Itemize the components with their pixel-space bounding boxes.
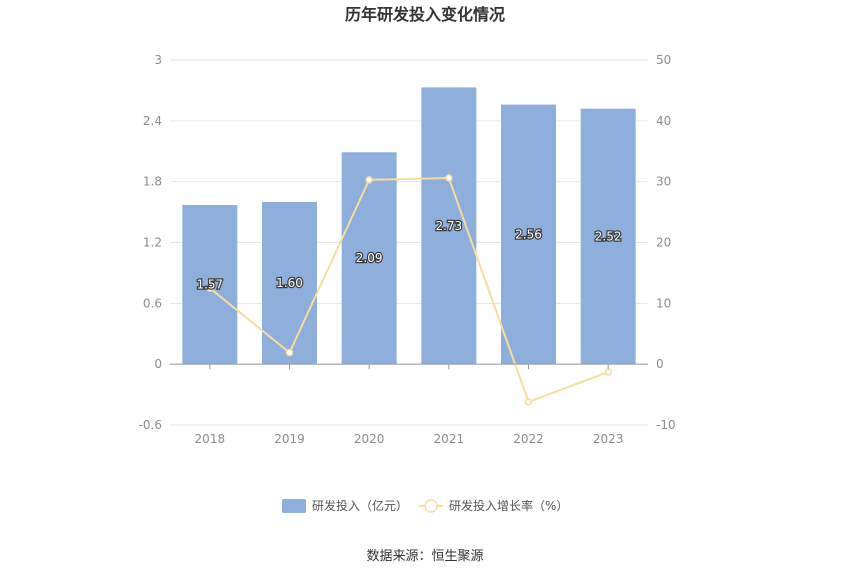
y-axis-right: -10 0 10 20 30 40 50 — [656, 53, 676, 432]
y-left-tick-label: 0 — [154, 357, 162, 371]
legend-line-marker — [424, 499, 438, 513]
y-left-tick-label: 2.4 — [143, 114, 162, 128]
bar-2021[interactable] — [421, 87, 477, 365]
y-right-tick-label: 50 — [656, 53, 671, 67]
x-tick-label: 2021 — [434, 432, 465, 446]
growth-point-2021[interactable] — [445, 174, 453, 182]
y-left-tick-label: 1.8 — [143, 175, 162, 189]
data-source: 数据来源：恒生聚源 — [366, 549, 483, 564]
y-left-tick-label: 0.6 — [143, 296, 162, 310]
bar-2023[interactable] — [580, 108, 636, 365]
bar-value-label: 2.56 — [515, 227, 542, 241]
legend[interactable]: 研发投入（亿元） 研发投入增长率（%） — [282, 498, 568, 513]
grid-lines — [170, 59, 648, 426]
line-series — [206, 174, 612, 406]
y-right-tick-label: -10 — [656, 418, 676, 432]
y-axis-left: -0.6 0 0.6 1.2 1.8 2.4 3 — [139, 53, 162, 432]
legend-bar-label[interactable]: 研发投入（亿元） — [312, 498, 408, 513]
bar-2022[interactable] — [501, 104, 556, 365]
growth-rate-line — [209, 177, 609, 404]
legend-bar-swatch[interactable] — [282, 499, 306, 513]
y-right-tick-label: 0 — [656, 357, 664, 371]
data-labels: 1.57 1.60 2.09 2.73 2.56 2.52 — [195, 218, 622, 293]
bar-value-label: 1.57 — [196, 278, 223, 292]
x-axis: 2018 2019 2020 2021 2022 2023 — [170, 363, 648, 446]
x-tick-label: 2023 — [593, 432, 624, 446]
y-left-tick-label: 3 — [154, 53, 162, 67]
y-right-tick-label: 10 — [656, 296, 671, 310]
x-tick-label: 2022 — [513, 432, 544, 446]
y-left-tick-label: 1.2 — [143, 236, 162, 250]
x-tick-label: 2019 — [274, 432, 305, 446]
bar-value-label: 2.09 — [356, 251, 383, 265]
y-right-tick-label: 20 — [656, 236, 671, 250]
x-tick-label: 2018 — [195, 432, 226, 446]
bar-series — [182, 87, 636, 365]
y-right-tick-label: 40 — [656, 114, 671, 128]
bar-value-label: 2.52 — [595, 229, 622, 243]
growth-point-2018[interactable] — [206, 284, 214, 292]
bar-value-label: 1.60 — [276, 276, 303, 290]
x-tick-label: 2020 — [354, 432, 385, 446]
y-right-tick-label: 30 — [656, 175, 671, 189]
growth-point-2020[interactable] — [365, 176, 373, 184]
growth-point-2022[interactable] — [524, 398, 533, 406]
legend-line-label[interactable]: 研发投入增长率（%） — [449, 498, 568, 513]
growth-point-2019[interactable] — [285, 348, 294, 357]
growth-point-2023[interactable] — [604, 368, 612, 376]
y-left-tick-label: -0.6 — [139, 418, 162, 432]
bar-value-label: 2.73 — [435, 219, 462, 233]
bar-2020[interactable] — [341, 152, 397, 365]
chart-title: 历年研发投入变化情况 — [345, 5, 505, 24]
